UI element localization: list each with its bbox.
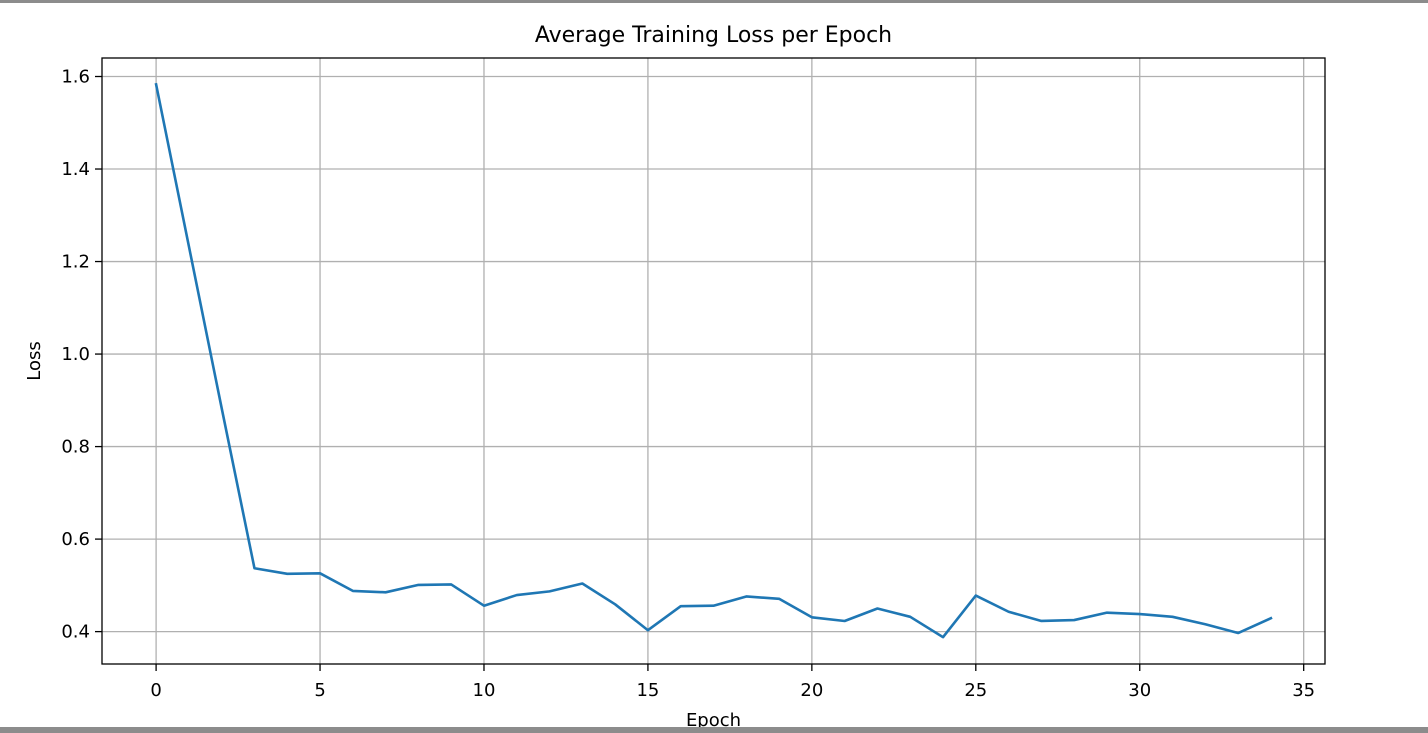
axis-ticks: 0 5 10 15 20 25 30 35 0.4 0.6 0.8 1.0 1.2 1.4 1.6 bbox=[61, 67, 1315, 701]
x-tick-label: 25 bbox=[964, 680, 987, 701]
chart-title: Average Training Loss per Epoch bbox=[535, 23, 892, 48]
y-tick-label: 1.4 bbox=[61, 159, 90, 180]
y-tick-label: 0.6 bbox=[61, 529, 90, 550]
y-tick-label: 1.2 bbox=[61, 252, 90, 273]
x-tick-label: 20 bbox=[800, 680, 823, 701]
x-tick-label: 15 bbox=[636, 680, 659, 701]
x-tick-label: 0 bbox=[150, 680, 161, 701]
plot-area-frame bbox=[101, 57, 1326, 665]
x-tick-label: 35 bbox=[1292, 680, 1315, 701]
y-tick-label: 1.0 bbox=[61, 344, 90, 365]
loss-series-line bbox=[154, 82, 1273, 639]
series-layer bbox=[154, 82, 1273, 639]
window-bottom-border bbox=[0, 727, 1428, 733]
grid-lines bbox=[102, 58, 1325, 664]
y-tick-label: 0.4 bbox=[61, 622, 90, 643]
x-tick-label: 30 bbox=[1128, 680, 1151, 701]
y-tick-label: 0.8 bbox=[61, 437, 90, 458]
y-axis-label: Loss bbox=[24, 341, 45, 380]
x-tick-label: 10 bbox=[473, 680, 496, 701]
y-tick-label: 1.6 bbox=[61, 67, 90, 88]
window-top-border bbox=[0, 0, 1428, 3]
x-axis-label: Epoch bbox=[686, 710, 741, 731]
x-tick-label: 5 bbox=[314, 680, 325, 701]
